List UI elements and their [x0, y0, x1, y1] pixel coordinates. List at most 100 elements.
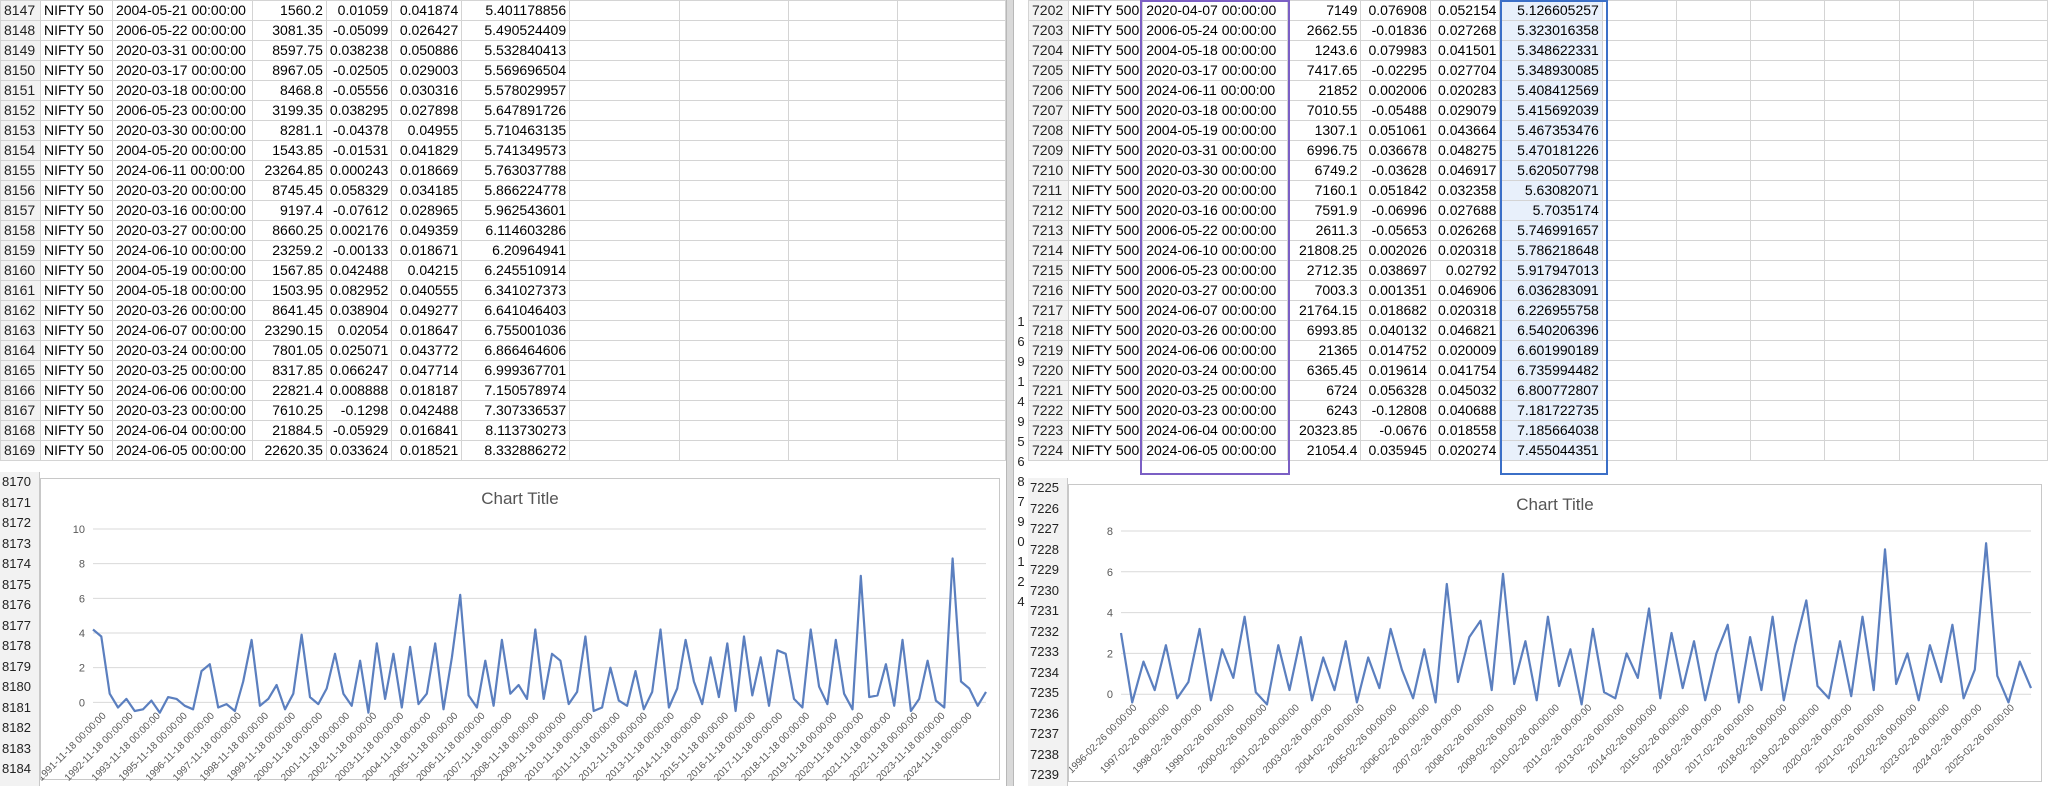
empty-cell[interactable]	[569, 420, 680, 441]
volatility-cell[interactable]: 0.046821	[1429, 320, 1501, 341]
return-cell[interactable]: -0.1298	[325, 400, 393, 421]
index-cell[interactable]: NIFTY 500	[1067, 120, 1144, 141]
empty-cell[interactable]	[1676, 360, 1752, 381]
empty-cell[interactable]	[788, 300, 899, 321]
return-cell[interactable]: 0.008888	[325, 380, 393, 401]
empty-cell[interactable]	[1601, 60, 1678, 81]
table-row[interactable]: 8168 NIFTY 50 2024-06-04 00:00:00 21884.5 -0…	[0, 420, 1006, 441]
index-cell[interactable]: NIFTY 50	[39, 120, 113, 141]
return-cell[interactable]: 0.02054	[325, 320, 393, 341]
empty-cell[interactable]	[788, 40, 899, 61]
volatility-cell[interactable]: 0.030316	[391, 80, 463, 101]
empty-cell[interactable]	[1824, 300, 1900, 321]
zscore-cell[interactable]: 5.63082071	[1499, 180, 1603, 201]
empty-cell[interactable]	[678, 280, 790, 301]
table-row[interactable]: 8149 NIFTY 50 2020-03-31 00:00:00 8597.75 0.…	[0, 40, 1006, 61]
empty-cell[interactable]	[1601, 40, 1678, 61]
index-cell[interactable]: NIFTY 50	[39, 260, 113, 281]
empty-cell[interactable]	[897, 180, 1006, 201]
date-cell[interactable]: 2004-05-18 00:00:00	[111, 280, 253, 301]
empty-cell[interactable]	[1750, 0, 1826, 21]
empty-cell[interactable]	[1750, 40, 1826, 61]
close-cell[interactable]: 8967.05	[251, 60, 327, 81]
close-cell[interactable]: 21365	[1287, 340, 1362, 361]
empty-cell[interactable]	[788, 120, 899, 141]
date-cell[interactable]: 2020-03-17 00:00:00	[1142, 60, 1289, 81]
empty-cell[interactable]	[1676, 140, 1752, 161]
volatility-cell[interactable]: 0.020318	[1429, 240, 1501, 261]
zscore-cell[interactable]: 5.866224778	[461, 180, 571, 201]
empty-cell[interactable]	[1676, 420, 1752, 441]
return-cell[interactable]: -0.05653	[1360, 220, 1431, 241]
close-cell[interactable]: 21884.5	[251, 420, 327, 441]
index-cell[interactable]: NIFTY 500	[1067, 100, 1144, 121]
empty-cell[interactable]	[1750, 140, 1826, 161]
index-cell[interactable]: NIFTY 500	[1067, 380, 1144, 401]
right-chart[interactable]: Chart Title 0 2 4 6 8 1996-02-26 00:00:00 1997…	[1066, 484, 2042, 782]
volatility-cell[interactable]: 0.018647	[391, 320, 463, 341]
empty-cell[interactable]	[678, 160, 790, 181]
empty-cell[interactable]	[678, 40, 790, 61]
table-row[interactable]: 8157 NIFTY 50 2020-03-16 00:00:00 9197.4 -0.…	[0, 200, 1006, 221]
index-cell[interactable]: NIFTY 50	[39, 40, 113, 61]
table-row[interactable]: 8166 NIFTY 50 2024-06-06 00:00:00 22821.4 0.…	[0, 380, 1006, 401]
date-cell[interactable]: 2024-06-10 00:00:00	[1142, 240, 1289, 261]
empty-cell[interactable]	[1824, 100, 1900, 121]
date-cell[interactable]: 2020-03-24 00:00:00	[111, 340, 253, 361]
zscore-cell[interactable]: 5.647891726	[461, 100, 571, 121]
volatility-cell[interactable]: 0.041874	[391, 0, 463, 21]
empty-cell[interactable]	[1972, 20, 2048, 41]
index-cell[interactable]: NIFTY 50	[39, 160, 113, 181]
table-row[interactable]: 7222 NIFTY 500 2020-03-23 00:00:00 6243 -0.1…	[1028, 400, 2048, 421]
empty-cell[interactable]	[1898, 420, 1974, 441]
return-cell[interactable]: -0.0676	[1360, 420, 1431, 441]
index-cell[interactable]: NIFTY 500	[1067, 440, 1144, 461]
table-row[interactable]: 7205 NIFTY 500 2020-03-17 00:00:00 7417.65-…	[1028, 60, 2048, 81]
index-cell[interactable]: NIFTY 50	[39, 300, 113, 321]
empty-cell[interactable]	[1750, 340, 1826, 361]
volatility-cell[interactable]: 0.049359	[391, 220, 463, 241]
index-cell[interactable]: NIFTY 500	[1067, 200, 1144, 221]
empty-cell[interactable]	[678, 220, 790, 241]
empty-cell[interactable]	[1824, 440, 1900, 461]
empty-cell[interactable]	[897, 440, 1006, 461]
empty-cell[interactable]	[569, 40, 680, 61]
empty-cell[interactable]	[678, 20, 790, 41]
volatility-cell[interactable]: 0.020283	[1429, 80, 1501, 101]
table-row[interactable]: 7219 NIFTY 500 2024-06-06 00:00:00 21365 0.0…	[1028, 340, 2048, 361]
zscore-cell[interactable]: 5.532840413	[461, 40, 571, 61]
empty-cell[interactable]	[1750, 300, 1826, 321]
date-cell[interactable]: 2020-03-31 00:00:00	[111, 40, 253, 61]
empty-cell[interactable]	[1601, 340, 1678, 361]
empty-cell[interactable]	[1972, 160, 2048, 181]
zscore-cell[interactable]: 5.348622331	[1499, 40, 1603, 61]
empty-cell[interactable]	[788, 220, 899, 241]
empty-cell[interactable]	[788, 0, 899, 21]
empty-cell[interactable]	[1750, 280, 1826, 301]
close-cell[interactable]: 6365.45	[1287, 360, 1362, 381]
zscore-cell[interactable]: 7.181722735	[1499, 400, 1603, 421]
return-cell[interactable]: 0.038697	[1360, 260, 1431, 281]
empty-cell[interactable]	[1972, 260, 2048, 281]
index-cell[interactable]: NIFTY 50	[39, 80, 113, 101]
index-cell[interactable]: NIFTY 50	[39, 380, 113, 401]
return-cell[interactable]: 0.01059	[325, 0, 393, 21]
zscore-cell[interactable]: 7.455044351	[1499, 440, 1603, 461]
empty-cell[interactable]	[1972, 140, 2048, 161]
volatility-cell[interactable]: 0.026427	[391, 20, 463, 41]
date-cell[interactable]: 2020-03-25 00:00:00	[1142, 380, 1289, 401]
return-cell[interactable]: -0.03628	[1360, 160, 1431, 181]
empty-cell[interactable]	[897, 260, 1006, 281]
date-cell[interactable]: 2024-06-07 00:00:00	[1142, 300, 1289, 321]
empty-cell[interactable]	[1972, 400, 2048, 421]
table-row[interactable]: 8167 NIFTY 50 2020-03-23 00:00:00 7610.25 -0…	[0, 400, 1006, 421]
empty-cell[interactable]	[569, 80, 680, 101]
close-cell[interactable]: 3081.35	[251, 20, 327, 41]
empty-cell[interactable]	[1601, 240, 1678, 261]
date-cell[interactable]: 2020-03-26 00:00:00	[1142, 320, 1289, 341]
date-cell[interactable]: 2020-03-24 00:00:00	[1142, 360, 1289, 381]
empty-cell[interactable]	[678, 260, 790, 281]
empty-cell[interactable]	[1676, 180, 1752, 201]
table-row[interactable]: 7221 NIFTY 500 2020-03-25 00:00:00 6724 0.05…	[1028, 380, 2048, 401]
empty-cell[interactable]	[1898, 140, 1974, 161]
